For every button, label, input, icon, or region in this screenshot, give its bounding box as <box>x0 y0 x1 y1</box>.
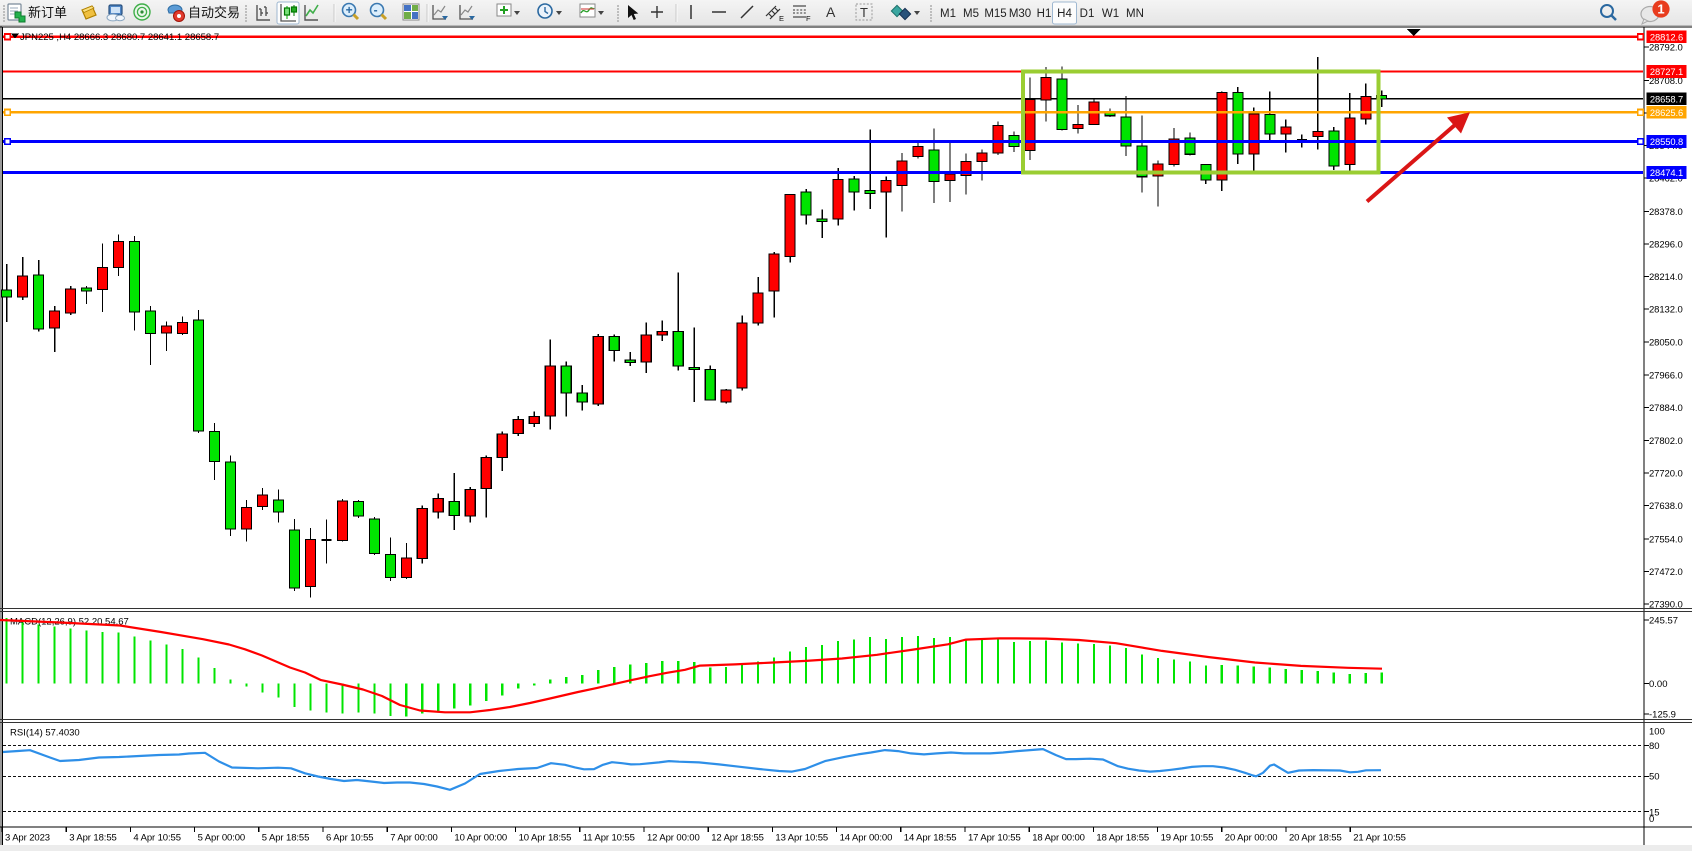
svg-text:28550.8: 28550.8 <box>1650 136 1683 147</box>
svg-text:11 Apr 10:55: 11 Apr 10:55 <box>583 833 635 844</box>
svg-text:28708.0: 28708.0 <box>1649 76 1683 87</box>
svg-text:19 Apr 10:55: 19 Apr 10:55 <box>1161 833 1214 844</box>
svg-text:M30: M30 <box>1009 8 1031 20</box>
svg-text:28658.7: 28658.7 <box>1650 94 1683 105</box>
svg-text:28474.1: 28474.1 <box>1650 167 1683 178</box>
svg-text:27472.0: 27472.0 <box>1649 567 1683 578</box>
svg-text:27720.0: 27720.0 <box>1649 468 1683 479</box>
svg-text:50: 50 <box>1649 772 1660 783</box>
svg-text:17 Apr 10:55: 17 Apr 10:55 <box>968 833 1021 844</box>
svg-text:12 Apr 18:55: 12 Apr 18:55 <box>711 833 764 844</box>
svg-text:28812.6: 28812.6 <box>1650 32 1683 43</box>
svg-text:28792.0: 28792.0 <box>1649 43 1683 54</box>
svg-text:21 Apr 10:55: 21 Apr 10:55 <box>1353 833 1406 844</box>
svg-text:4 Apr 10:55: 4 Apr 10:55 <box>133 833 181 844</box>
svg-text:E: E <box>779 14 784 23</box>
svg-text:28727.1: 28727.1 <box>1650 66 1683 77</box>
svg-text:M15: M15 <box>984 8 1006 20</box>
svg-text:18 Apr 00:00: 18 Apr 00:00 <box>1032 833 1085 844</box>
svg-text:MN: MN <box>1126 8 1144 20</box>
svg-text:28050.0: 28050.0 <box>1649 337 1683 348</box>
svg-text:28214.0: 28214.0 <box>1649 272 1683 283</box>
svg-text:20 Apr 18:55: 20 Apr 18:55 <box>1289 833 1342 844</box>
svg-text:27802.0: 27802.0 <box>1649 436 1683 447</box>
svg-text:20 Apr 00:00: 20 Apr 00:00 <box>1225 833 1278 844</box>
svg-text:-125.9: -125.9 <box>1649 710 1676 721</box>
svg-text:6 Apr 10:55: 6 Apr 10:55 <box>326 833 374 844</box>
svg-text:28462.0: 28462.0 <box>1649 174 1683 185</box>
svg-text:A: A <box>826 4 836 20</box>
svg-text:RSI(14) 57.4030: RSI(14) 57.4030 <box>10 728 80 739</box>
svg-text:+: + <box>346 3 353 17</box>
svg-text:W1: W1 <box>1102 8 1119 20</box>
svg-text:0.00: 0.00 <box>1649 679 1668 690</box>
svg-text:14 Apr 00:00: 14 Apr 00:00 <box>840 833 893 844</box>
svg-text:14 Apr 18:55: 14 Apr 18:55 <box>904 833 957 844</box>
svg-text:80: 80 <box>1649 741 1660 752</box>
svg-text:D1: D1 <box>1080 8 1095 20</box>
svg-text:3 Apr 2023: 3 Apr 2023 <box>5 833 50 844</box>
svg-text:3 Apr 18:55: 3 Apr 18:55 <box>69 833 117 844</box>
svg-text:10 Apr 00:00: 10 Apr 00:00 <box>454 833 507 844</box>
svg-text:18 Apr 18:55: 18 Apr 18:55 <box>1096 833 1149 844</box>
svg-text:10 Apr 18:55: 10 Apr 18:55 <box>519 833 572 844</box>
svg-text:27638.0: 27638.0 <box>1649 501 1683 512</box>
svg-text:F: F <box>806 14 811 23</box>
svg-text:27884.0: 27884.0 <box>1649 403 1683 414</box>
svg-text:JPN225 ,H4 28666.3 28680.7 28: JPN225 ,H4 28666.3 28680.7 28641.1 28658… <box>20 32 219 43</box>
svg-text:H4: H4 <box>1057 8 1072 20</box>
svg-text:100: 100 <box>1649 727 1665 738</box>
svg-text:5 Apr 00:00: 5 Apr 00:00 <box>198 833 246 844</box>
svg-text:5 Apr 18:55: 5 Apr 18:55 <box>262 833 310 844</box>
svg-text:27554.0: 27554.0 <box>1649 534 1683 545</box>
svg-text:27390.0: 27390.0 <box>1649 600 1683 611</box>
svg-text:28296.0: 28296.0 <box>1649 240 1683 251</box>
svg-text:M1: M1 <box>940 8 956 20</box>
svg-text:M5: M5 <box>963 8 979 20</box>
svg-text:-: - <box>374 3 378 17</box>
svg-text:自动交易: 自动交易 <box>188 5 240 20</box>
svg-text:7 Apr 00:00: 7 Apr 00:00 <box>390 833 438 844</box>
svg-text:12 Apr 00:00: 12 Apr 00:00 <box>647 833 700 844</box>
svg-text:H1: H1 <box>1037 8 1052 20</box>
svg-text:13 Apr 10:55: 13 Apr 10:55 <box>775 833 828 844</box>
svg-text:15: 15 <box>1649 808 1660 819</box>
svg-text:28378.0: 28378.0 <box>1649 207 1683 218</box>
svg-text:27966.0: 27966.0 <box>1649 371 1683 382</box>
svg-text:新订单: 新订单 <box>28 5 67 20</box>
svg-text:1: 1 <box>1657 2 1664 17</box>
svg-text:245.57: 245.57 <box>1649 616 1678 627</box>
svg-text:28625.6: 28625.6 <box>1650 107 1683 118</box>
svg-text:28132.0: 28132.0 <box>1649 305 1683 316</box>
svg-text:0: 0 <box>1649 814 1654 825</box>
svg-text:T: T <box>860 5 868 20</box>
